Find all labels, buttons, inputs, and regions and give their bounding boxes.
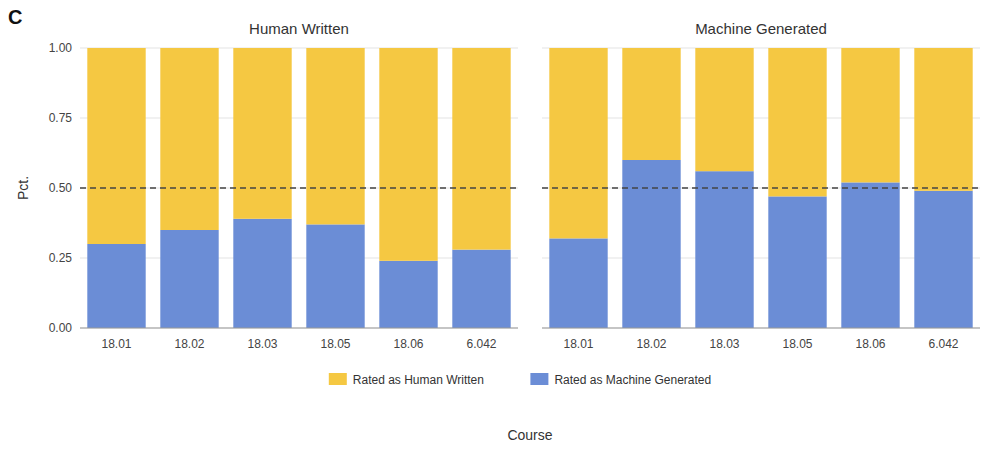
y-tick-label: 0.25 xyxy=(49,251,73,265)
panel-title: Machine Generated xyxy=(695,20,827,37)
panel: 0.00 0.25 0.50 0.75 1.00 18.01 18.02 18.03 18.05… xyxy=(15,20,518,351)
bar xyxy=(841,182,899,328)
bar xyxy=(914,191,972,328)
grid-line xyxy=(80,328,518,329)
panel-label: C xyxy=(8,6,22,28)
bar xyxy=(452,48,510,250)
bar xyxy=(306,224,364,328)
bar xyxy=(549,48,607,238)
legend-label: Rated as Machine Generated xyxy=(554,373,711,387)
panel-title: Human Written xyxy=(249,20,349,37)
x-tick-label: 18.02 xyxy=(174,337,204,351)
bar xyxy=(695,171,753,328)
grid-line xyxy=(80,188,518,189)
x-tick-label: 18.02 xyxy=(636,337,666,351)
y-tick-label: 1.00 xyxy=(49,41,73,55)
y-tick-label: 0.75 xyxy=(49,111,73,125)
reference-line xyxy=(542,187,980,189)
grid-line xyxy=(542,328,980,329)
legend-label: Rated as Human Written xyxy=(353,373,484,387)
bar xyxy=(87,48,145,244)
x-axis-line xyxy=(542,328,980,329)
bar xyxy=(768,196,826,328)
grid-line xyxy=(542,188,980,189)
bar xyxy=(622,160,680,328)
bar xyxy=(306,48,364,224)
reference-line xyxy=(80,187,518,189)
legend-swatch xyxy=(530,373,548,385)
bar xyxy=(379,261,437,328)
panel: 18.01 18.02 18.03 18.05 18.06 6.042 Machine Ge… xyxy=(542,20,980,351)
bar xyxy=(160,230,218,328)
bar xyxy=(695,48,753,171)
x-axis-label: Course xyxy=(507,427,552,443)
y-axis-label: Pct. xyxy=(15,176,31,200)
legend: Rated as Human Written Rated as Machine G… xyxy=(329,373,711,387)
bar xyxy=(160,48,218,230)
x-tick-label: 6.042 xyxy=(466,337,496,351)
x-tick-label: 18.06 xyxy=(855,337,885,351)
legend-swatch xyxy=(329,373,347,385)
x-tick-label: 18.01 xyxy=(563,337,593,351)
bar xyxy=(233,219,291,328)
chart: 0.00 0.25 0.50 0.75 1.00 18.01 18.02 18.03 18.05… xyxy=(0,0,1000,454)
bar xyxy=(841,48,899,182)
x-tick-label: 18.03 xyxy=(247,337,277,351)
bar xyxy=(914,48,972,191)
bar xyxy=(87,244,145,328)
x-tick-label: 18.06 xyxy=(393,337,423,351)
bar xyxy=(622,48,680,160)
bar xyxy=(379,48,437,261)
y-tick-label: 0.00 xyxy=(49,321,73,335)
x-tick-label: 18.05 xyxy=(782,337,812,351)
bar xyxy=(549,238,607,328)
bar xyxy=(233,48,291,219)
x-tick-label: 18.03 xyxy=(709,337,739,351)
bar xyxy=(452,250,510,328)
x-tick-label: 6.042 xyxy=(928,337,958,351)
y-tick-label: 0.50 xyxy=(49,181,73,195)
x-tick-label: 18.05 xyxy=(320,337,350,351)
bar xyxy=(768,48,826,196)
x-axis-line xyxy=(80,328,518,329)
x-tick-label: 18.01 xyxy=(101,337,131,351)
